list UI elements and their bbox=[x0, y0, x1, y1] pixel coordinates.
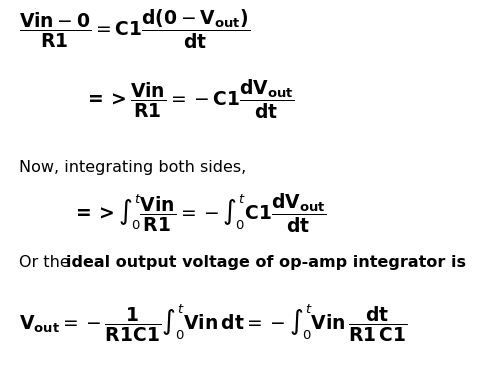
Text: $\mathbf{=>} \dfrac{\mathbf{Vin}}{\mathbf{R1}} = -\mathbf{C1}\dfrac{\mathbf{dV_{: $\mathbf{=>} \dfrac{\mathbf{Vin}}{\mathb… bbox=[84, 78, 294, 121]
Text: Or the: Or the bbox=[19, 255, 75, 270]
Text: $\mathbf{=>} \int_{0}^{t}\dfrac{\mathbf{Vin}}{\mathbf{R1}} = -\int_{0}^{t}\mathb: $\mathbf{=>} \int_{0}^{t}\dfrac{\mathbf{… bbox=[72, 192, 326, 235]
Text: ideal output voltage of op-amp integrator is: ideal output voltage of op-amp integrato… bbox=[66, 255, 466, 270]
Text: Now, integrating both sides,: Now, integrating both sides, bbox=[19, 160, 246, 175]
Text: $\mathbf{V_{out}} = -\dfrac{\mathbf{1}}{\mathbf{R1C1}}\int_{0}^{t}\mathbf{Vin}\,: $\mathbf{V_{out}} = -\dfrac{\mathbf{1}}{… bbox=[19, 303, 408, 344]
Text: $\dfrac{\mathbf{Vin} - \mathbf{0}}{\mathbf{R1}} = \mathbf{C1}\dfrac{\mathbf{d(0}: $\dfrac{\mathbf{Vin} - \mathbf{0}}{\math… bbox=[19, 8, 250, 52]
